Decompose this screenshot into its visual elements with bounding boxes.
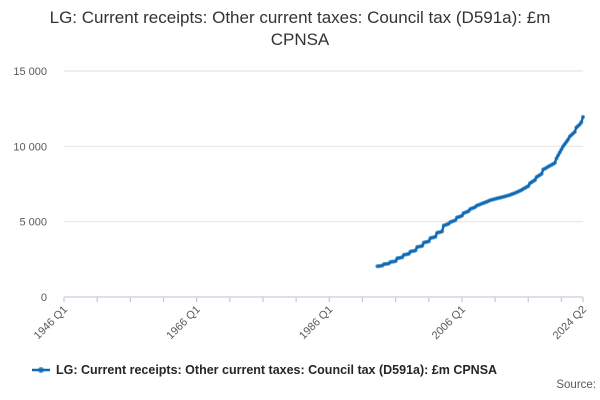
x-axis-labels: 1946 Q1 1966 Q1 1986 Q1 2006 Q1 2024 Q2	[32, 304, 589, 342]
svg-text:15 000: 15 000	[13, 66, 47, 78]
legend-label: LG: Current receipts: Other current taxe…	[56, 363, 498, 377]
data-series-line	[376, 115, 585, 268]
svg-text:1946 Q1: 1946 Q1	[32, 304, 70, 342]
chart-title: LG: Current receipts: Other current taxe…	[49, 8, 551, 49]
svg-text:2024 Q2: 2024 Q2	[551, 304, 589, 342]
svg-text:5 000: 5 000	[19, 217, 47, 229]
svg-text:0: 0	[41, 292, 47, 304]
y-axis-labels: 0 5 000 10 000 15 000	[13, 66, 47, 304]
svg-text:10 000: 10 000	[13, 141, 47, 153]
svg-text:1966 Q1: 1966 Q1	[164, 304, 202, 342]
svg-text:1986 Q1: 1986 Q1	[297, 304, 335, 342]
gridlines	[64, 70, 583, 223]
series-markers	[375, 114, 586, 269]
legend-line-marker-icon	[32, 366, 50, 374]
source-label: Source:	[556, 379, 596, 391]
svg-text:2006 Q1: 2006 Q1	[430, 304, 468, 342]
x-axis	[63, 296, 584, 302]
legend: LG: Current receipts: Other current taxe…	[31, 362, 497, 378]
